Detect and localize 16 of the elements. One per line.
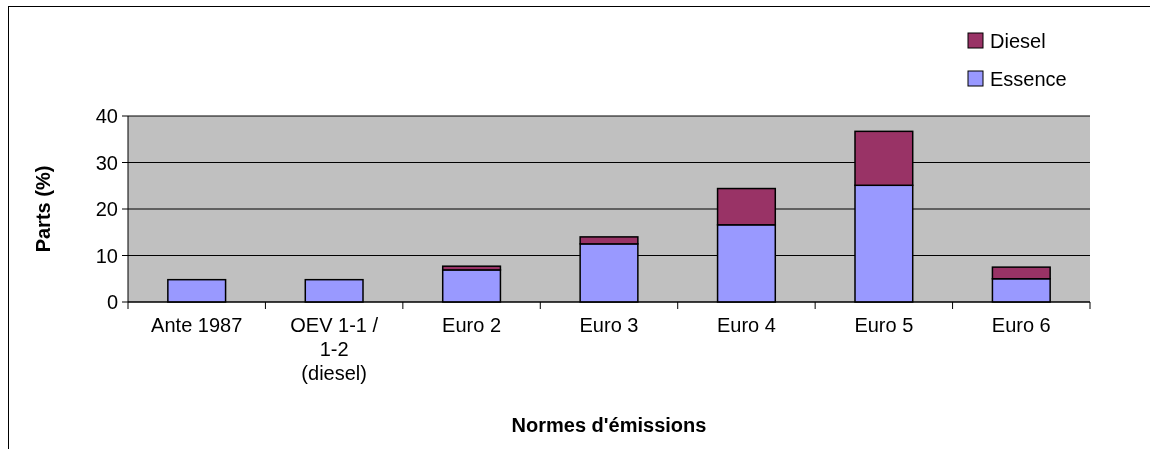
y-tick-label: 10 xyxy=(95,244,118,267)
legend-label: Essence xyxy=(990,68,1067,90)
x-tick-label: Ante 1987 xyxy=(151,314,243,336)
x-tick-label: Euro 4 xyxy=(716,314,776,336)
x-tick-label: Euro 5 xyxy=(854,314,914,336)
y-axis-title: Parts (%) xyxy=(32,165,54,253)
y-tick-label: 30 xyxy=(95,151,118,174)
y-tick-label: 0 xyxy=(106,291,118,313)
legend-label: Diesel xyxy=(990,30,1046,52)
x-axis-title: Normes d'émissions xyxy=(511,414,707,436)
x-tick-label: Euro 3 xyxy=(579,314,639,336)
y-tick-label: 20 xyxy=(95,198,118,220)
y-tick-label: 40 xyxy=(95,105,118,127)
x-tick-label: Euro 2 xyxy=(442,314,502,336)
x-tick-label: OEV 1-1 / 1-2 (diesel) xyxy=(290,314,379,384)
x-tick-label: Euro 6 xyxy=(991,314,1051,336)
